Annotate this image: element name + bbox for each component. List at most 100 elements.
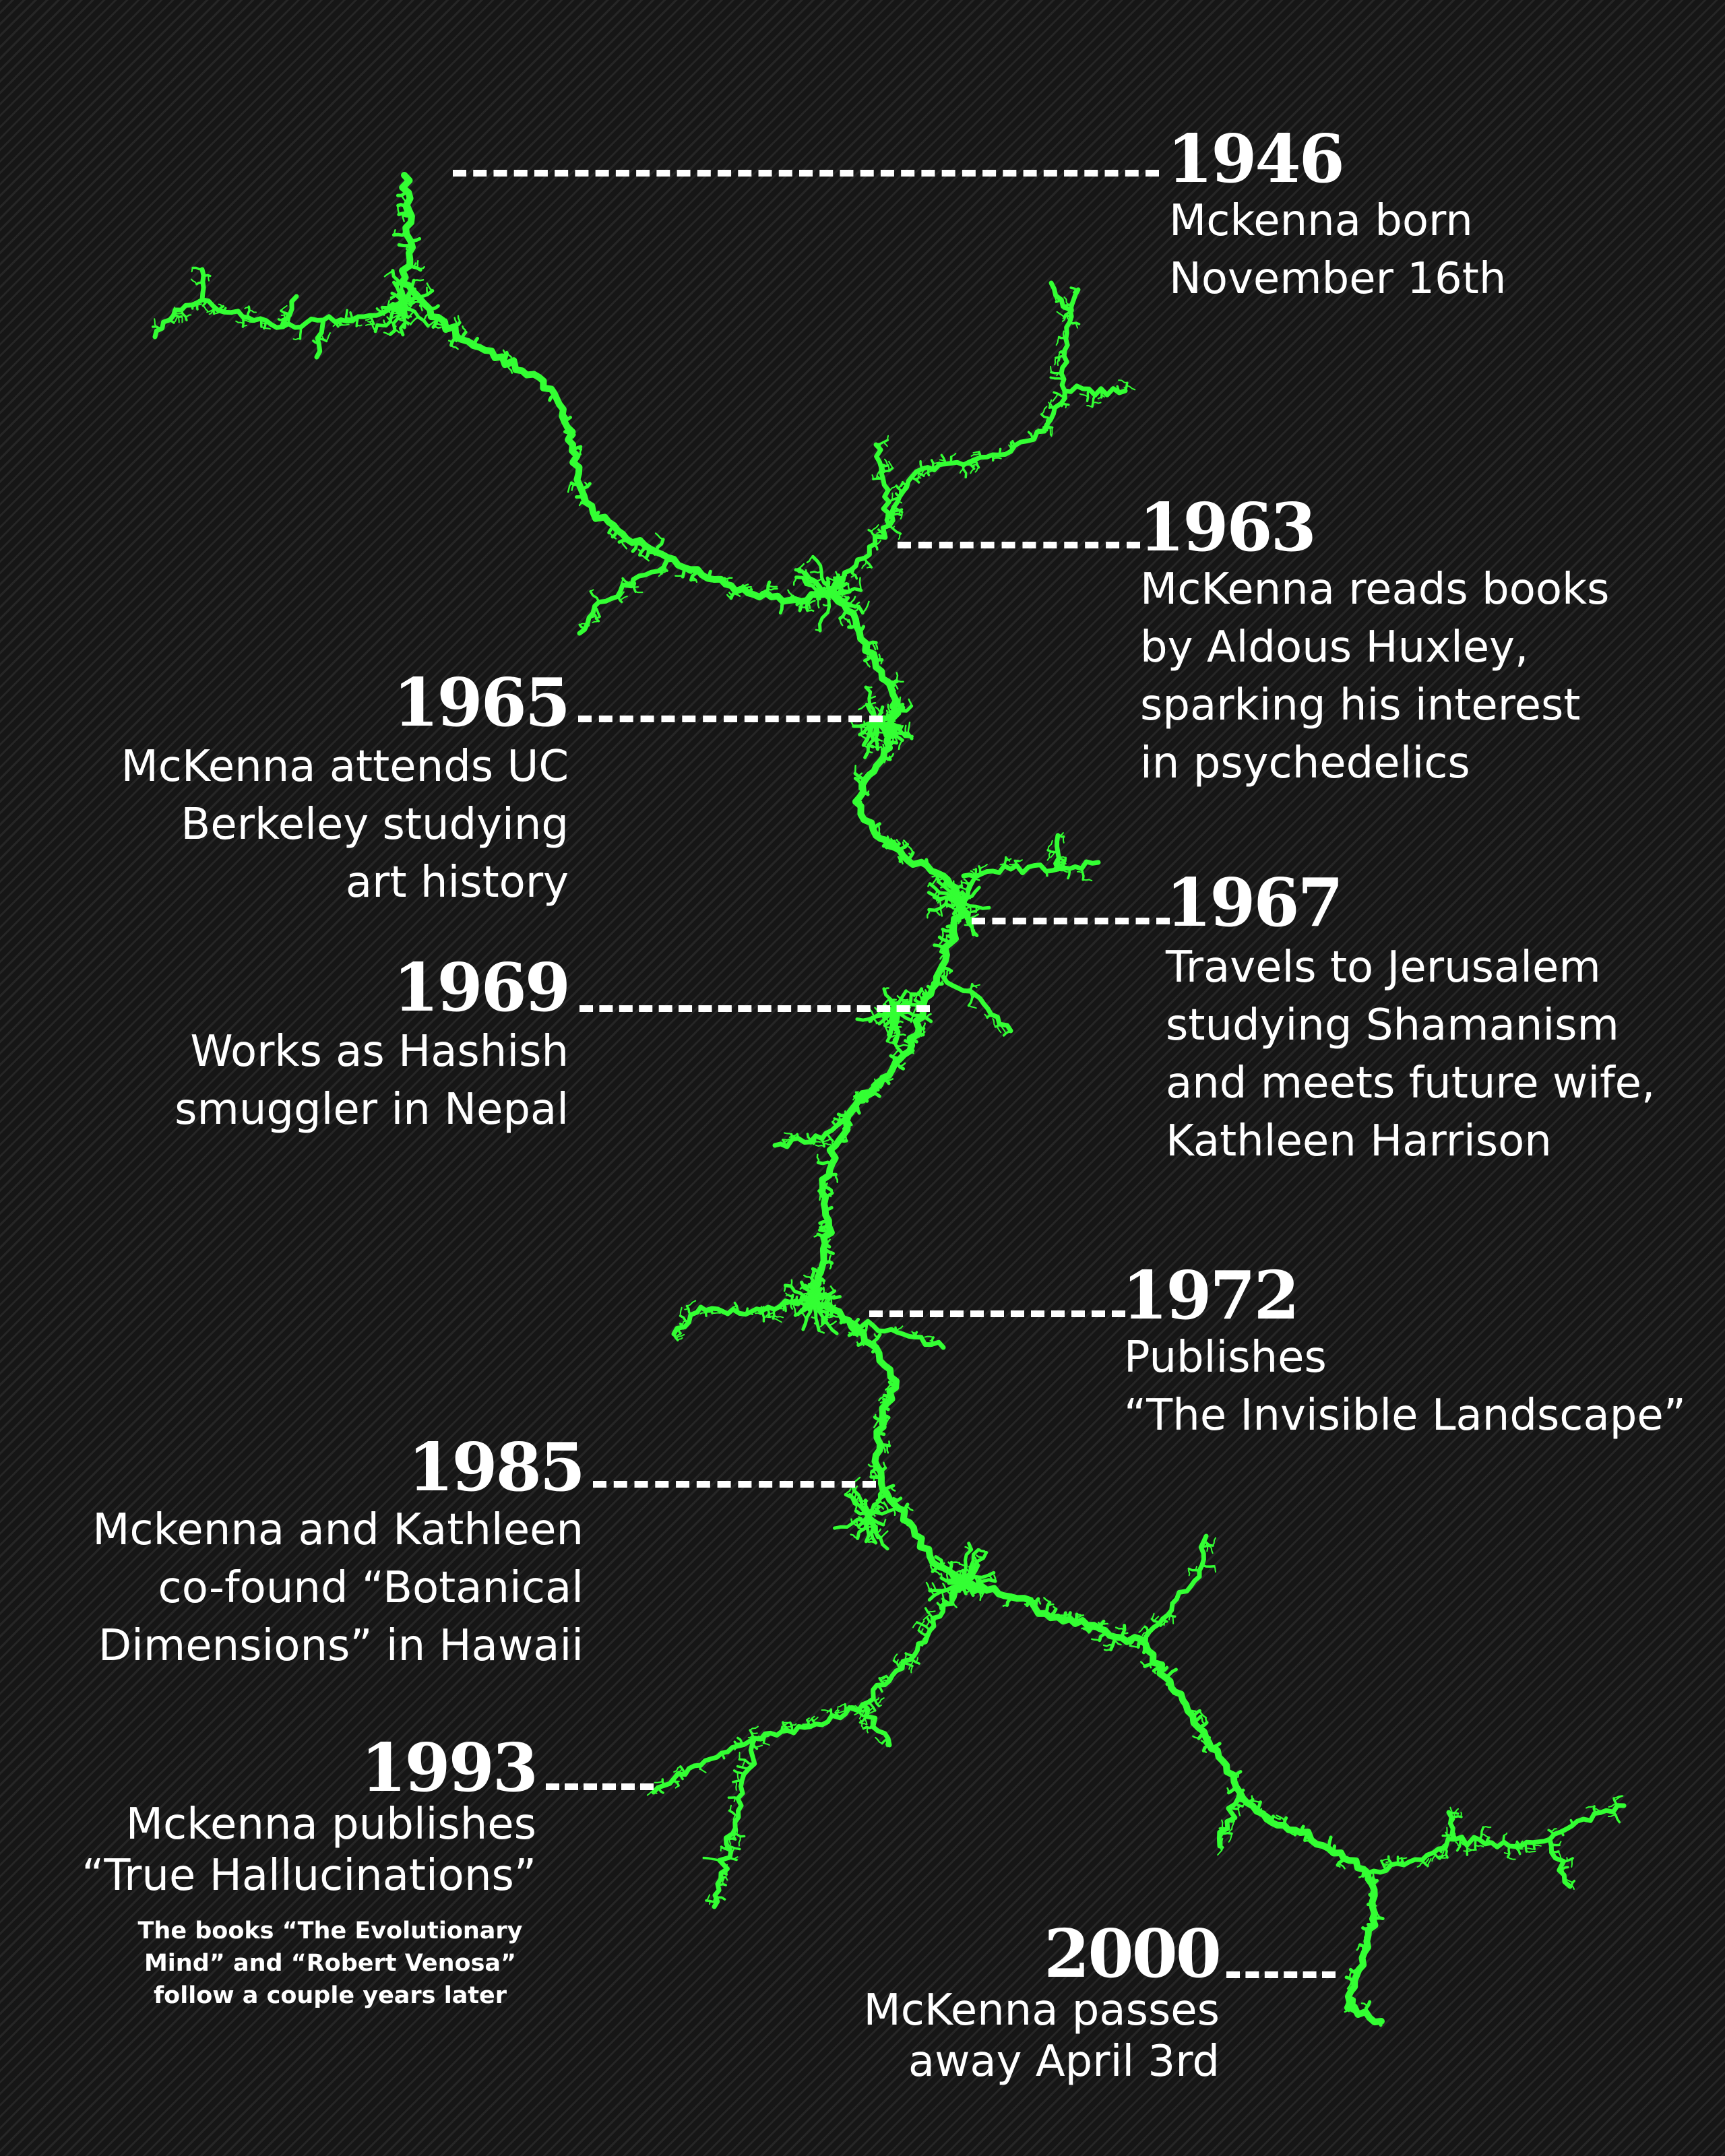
branch-segment xyxy=(565,419,570,427)
branch-segment xyxy=(731,1832,746,1838)
branch-segment xyxy=(806,556,814,564)
branch-segment xyxy=(1416,1862,1424,1868)
branch-segment xyxy=(871,474,874,480)
branch-segment xyxy=(900,1331,946,1350)
branch-segment xyxy=(409,316,420,326)
branch-segment xyxy=(1027,431,1036,441)
branch-segment xyxy=(813,1298,835,1314)
branch-segment xyxy=(719,1876,727,1880)
branch-segment xyxy=(398,314,406,317)
branch-segment xyxy=(868,1018,873,1023)
branch-segment xyxy=(879,1493,883,1496)
branch-segment xyxy=(1214,1565,1217,1573)
branch-segment xyxy=(726,594,732,600)
branch-segment xyxy=(1531,1841,1536,1851)
branch-segment xyxy=(1444,1847,1449,1859)
branch-segment xyxy=(854,1091,865,1102)
branch-segment xyxy=(564,413,569,420)
branch-segment xyxy=(902,1660,914,1668)
branch-segment xyxy=(1202,1540,1214,1547)
branch-segment xyxy=(827,1172,838,1178)
branch-segment xyxy=(874,719,880,751)
branch-segment xyxy=(849,1110,857,1118)
branch-segment xyxy=(823,1222,828,1232)
branch-segment xyxy=(891,1384,896,1393)
branch-segment xyxy=(808,1286,818,1292)
branch-segment xyxy=(819,1320,827,1328)
branch-segment xyxy=(864,640,878,645)
branch-segment xyxy=(827,591,857,609)
event-1969-line: Works as Hashish xyxy=(190,1027,569,1077)
branch-segment xyxy=(653,1791,658,1794)
branch-segment xyxy=(1547,1829,1556,1836)
branch-segment xyxy=(845,1126,851,1131)
branch-segment xyxy=(867,1507,896,1518)
branch-segment xyxy=(191,266,203,271)
branch-segment xyxy=(807,600,811,609)
branch-segment xyxy=(402,213,414,218)
branch-segment xyxy=(1192,1735,1200,1740)
branch-segment xyxy=(834,1711,842,1719)
branch-segment xyxy=(993,1575,997,1583)
branch-segment xyxy=(1191,1709,1201,1717)
branch-segment xyxy=(896,1325,904,1332)
branch-segment xyxy=(962,1581,975,1597)
year-2000: 2000 xyxy=(1044,1915,1222,1993)
branch-segment xyxy=(1065,313,1070,321)
branch-segment xyxy=(788,1137,792,1141)
branch-segment xyxy=(939,953,946,960)
year-1965: 1965 xyxy=(393,664,571,742)
branch-segment xyxy=(857,775,860,782)
branch-segment xyxy=(940,453,947,466)
branch-segment xyxy=(871,822,881,831)
branch-segment xyxy=(1369,1893,1373,1901)
branch-segment xyxy=(578,501,583,507)
branch-segment xyxy=(172,314,183,319)
branch-segment xyxy=(835,1708,839,1713)
branch-segment xyxy=(881,1737,889,1745)
branch-segment xyxy=(843,1124,852,1129)
branch-segment xyxy=(883,1399,887,1409)
branch-segment xyxy=(151,325,164,329)
connector-1993 xyxy=(546,1783,654,1790)
branch-segment xyxy=(914,1032,916,1042)
branch-segment xyxy=(789,1721,795,1734)
branch-segment xyxy=(822,1286,825,1296)
branch-segment xyxy=(930,459,936,472)
branch-segment xyxy=(968,905,972,912)
branch-segment xyxy=(717,1884,721,1890)
branch-segment xyxy=(1011,439,1016,447)
branch-segment xyxy=(1168,1614,1171,1620)
branch-segment xyxy=(716,1882,727,1886)
branch-segment xyxy=(851,1106,858,1112)
branch-segment xyxy=(1581,1803,1627,1823)
branch-segment xyxy=(732,1833,736,1841)
branch-segment xyxy=(1514,1845,1522,1856)
branch-segment xyxy=(908,1036,918,1044)
branch-segment xyxy=(862,1725,875,1730)
branch-segment xyxy=(1150,1618,1161,1625)
branch-segment xyxy=(866,744,893,778)
branch-segment xyxy=(916,474,921,481)
branch-segment xyxy=(674,1333,682,1337)
branch-segment xyxy=(1055,298,1063,303)
branch-segment xyxy=(874,1468,883,1471)
branch-segment xyxy=(1126,385,1136,391)
branch-segment xyxy=(1059,832,1064,837)
branch-segment xyxy=(213,311,220,315)
branch-segment xyxy=(351,315,356,319)
branch-segment xyxy=(875,1736,883,1744)
branch-segment xyxy=(925,1581,931,1592)
branch-segment xyxy=(897,856,902,862)
branch-segment xyxy=(1354,1969,1357,1974)
branch-segment xyxy=(1400,1857,1406,1866)
branch-segment xyxy=(1065,1612,1071,1616)
branch-segment xyxy=(878,1677,886,1686)
branch-segment xyxy=(807,1308,812,1314)
branch-segment xyxy=(1061,350,1064,356)
branch-segment xyxy=(1380,1859,1388,1872)
branch-segment xyxy=(814,1140,821,1143)
branch-segment xyxy=(951,908,958,911)
branch-segment xyxy=(848,1331,858,1337)
branch-segment xyxy=(344,309,348,323)
